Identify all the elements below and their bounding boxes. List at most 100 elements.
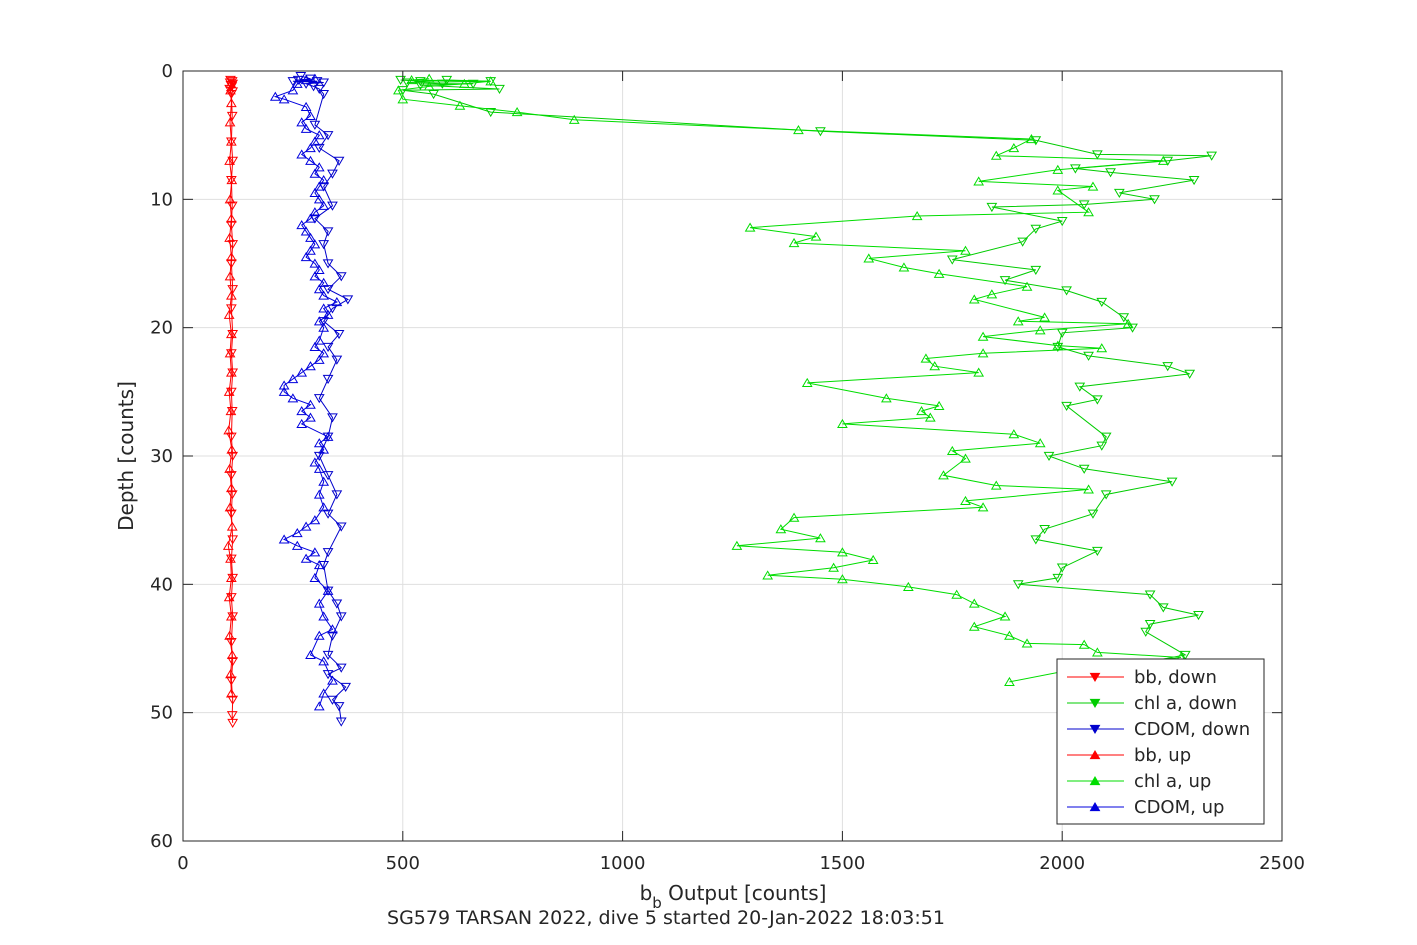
data-point <box>224 502 236 512</box>
data-point <box>291 78 303 88</box>
data-point <box>224 194 236 204</box>
data-point <box>1074 382 1086 392</box>
data-point <box>929 361 941 371</box>
data-point <box>269 91 281 101</box>
data-point <box>227 718 239 728</box>
legend-entry: chl a, up <box>1067 771 1211 792</box>
data-point <box>318 200 330 210</box>
data-point <box>1021 281 1033 291</box>
data-point <box>227 657 239 667</box>
legend-entry: bb, up <box>1067 745 1191 766</box>
data-point <box>423 81 435 91</box>
data-point <box>305 142 316 153</box>
data-point <box>313 264 325 275</box>
legend-entry: chl a, down <box>1067 693 1237 714</box>
data-point <box>331 599 343 609</box>
data-point <box>226 521 238 531</box>
data-point <box>1061 401 1072 411</box>
data-point <box>1188 175 1200 186</box>
data-point <box>837 547 848 557</box>
data-point <box>225 213 237 223</box>
data-point <box>485 107 497 118</box>
data-point <box>225 611 237 621</box>
data-point <box>322 650 334 660</box>
data-point <box>225 252 237 262</box>
data-point <box>333 329 345 340</box>
data-point <box>309 457 321 467</box>
data-point <box>313 84 325 95</box>
data-point <box>318 611 330 621</box>
x-tick-label: 2000 <box>1039 853 1085 874</box>
data-point <box>968 598 980 608</box>
data-point <box>335 272 347 282</box>
data-point <box>224 155 235 165</box>
legend-label: CDOM, up <box>1134 797 1224 818</box>
series-chl-a-up <box>393 73 1187 686</box>
data-point <box>227 695 239 705</box>
data-point <box>224 232 235 242</box>
legend-marker <box>1089 749 1101 760</box>
legend-label: chl a, down <box>1134 693 1237 714</box>
legend-entry: CDOM, down <box>1067 719 1250 740</box>
data-point <box>322 431 334 441</box>
data-point <box>309 120 321 130</box>
data-point <box>485 76 497 86</box>
data-point <box>793 124 804 135</box>
data-point <box>287 77 299 87</box>
data-point <box>1157 603 1169 613</box>
y-axis-label: Depth [counts] <box>114 381 138 531</box>
data-point <box>318 277 330 287</box>
data-point <box>225 688 237 698</box>
data-point <box>911 210 923 221</box>
x-axis-label-main: b <box>640 881 653 905</box>
data-point <box>1083 207 1094 217</box>
data-point <box>1052 164 1064 174</box>
data-point <box>999 276 1011 286</box>
data-point <box>968 294 980 304</box>
data-point <box>946 255 958 265</box>
data-point <box>318 290 330 300</box>
data-point <box>226 82 238 92</box>
series-line <box>397 78 1181 683</box>
data-point <box>225 483 237 493</box>
data-point <box>415 81 426 91</box>
data-point <box>938 470 949 480</box>
data-point <box>1096 441 1108 451</box>
data-point <box>278 94 290 104</box>
data-point <box>1039 525 1050 535</box>
legend-entry: bb, down <box>1067 667 1217 688</box>
data-point <box>226 490 238 500</box>
data-point <box>327 413 338 423</box>
data-point <box>223 592 235 602</box>
data-point <box>305 245 316 255</box>
y-tick-label: 20 <box>150 318 173 339</box>
data-point <box>313 194 325 204</box>
data-point <box>1083 351 1094 361</box>
data-point <box>305 110 316 121</box>
data-point <box>1052 342 1064 352</box>
data-point <box>305 213 316 223</box>
data-point <box>226 711 238 721</box>
x-tick-label: 0 <box>177 853 188 874</box>
data-point <box>946 445 958 455</box>
data-point <box>1149 195 1160 205</box>
data-point <box>393 85 404 95</box>
data-point <box>1052 185 1064 195</box>
data-point <box>227 451 239 462</box>
data-point <box>225 349 237 359</box>
data-point <box>1166 477 1178 487</box>
legend-label: CDOM, down <box>1134 719 1250 740</box>
data-point <box>313 162 325 172</box>
data-point <box>309 515 321 525</box>
data-point <box>335 663 347 673</box>
data-point <box>305 361 316 371</box>
data-point <box>309 207 321 217</box>
data-point <box>278 380 290 390</box>
y-tick-label: 10 <box>150 189 173 210</box>
data-point <box>775 524 787 534</box>
legend-label: bb, down <box>1134 667 1217 688</box>
data-point <box>977 331 989 341</box>
data-point <box>1096 343 1108 353</box>
data-point <box>810 231 822 241</box>
data-point <box>762 570 774 580</box>
